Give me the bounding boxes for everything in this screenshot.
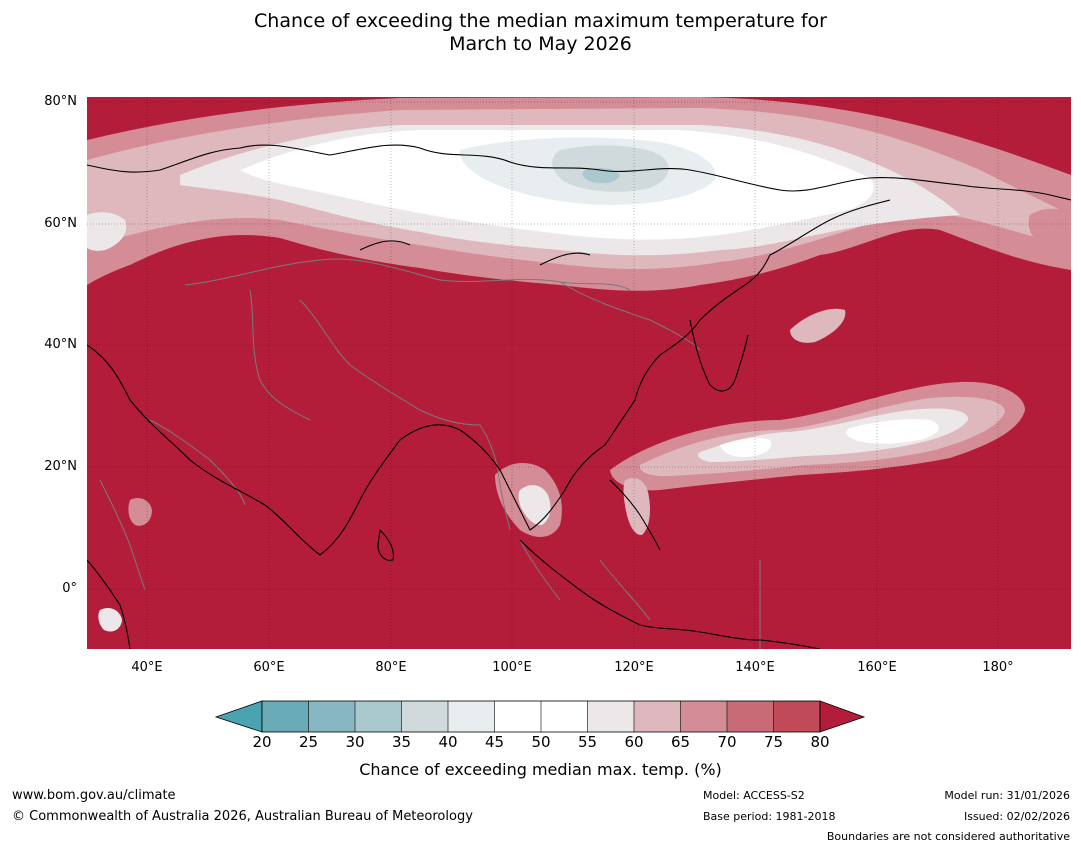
lat-label-0: 0° <box>62 581 77 596</box>
colorbar-tick-55: 55 <box>577 733 598 751</box>
colorbar-bin-45-50 <box>494 701 541 732</box>
website-link[interactable]: www.bom.gov.au/climate <box>12 788 176 803</box>
colorbar-bin-40-45 <box>448 701 495 732</box>
northern-band-30 <box>582 167 620 184</box>
lon-label-40e: 40°E <box>131 660 163 675</box>
country-boundaries <box>99 258 761 649</box>
pacific-band-50-b <box>720 437 772 458</box>
colorbar-bin-75-80 <box>773 701 820 732</box>
lon-label-160e: 160°E <box>857 660 897 675</box>
lat-label-20n: 20°N <box>44 459 77 474</box>
colorbar-low-extension <box>214 700 263 733</box>
map-title: Chance of exceeding the median maximum t… <box>0 10 1081 56</box>
colorbar-bin-55-60 <box>587 701 634 732</box>
lon-label-120e: 120°E <box>614 660 654 675</box>
colorbar-title: Chance of exceeding median max. temp. (%… <box>359 760 722 779</box>
colorbar-tick-40: 40 <box>438 733 458 751</box>
colorbar-tick-70: 70 <box>717 733 737 751</box>
colorbar-bin-35-40 <box>401 701 448 732</box>
pacific-band-50-a <box>846 419 939 444</box>
colorbar <box>214 700 866 733</box>
lat-label-40n: 40°N <box>44 337 77 352</box>
copyright-notice: © Commonwealth of Australia 2026, Austra… <box>12 809 473 824</box>
issued-date: Issued: 02/02/2026 <box>963 810 1070 823</box>
colorbar-bin-70-75 <box>727 701 774 732</box>
lat-label-80n: 80°N <box>44 94 77 109</box>
indochina-patch-55 <box>518 485 551 526</box>
lon-label-180: 180° <box>982 660 1014 675</box>
boundaries-disclaimer: Boundaries are not considered authoritat… <box>826 830 1070 843</box>
colorbar-tick-45: 45 <box>484 733 505 751</box>
model-run-date: Model run: 31/01/2026 <box>944 789 1070 802</box>
colorbar-bin-65-70 <box>680 701 727 732</box>
colorbar-tick-50: 50 <box>531 733 551 751</box>
title-line-2: March to May 2026 <box>449 33 632 55</box>
lat-label-60n: 60°N <box>44 216 77 231</box>
colorbar-tick-25: 25 <box>298 733 319 751</box>
colorbar-bin-30-35 <box>355 701 402 732</box>
lon-label-140e: 140°E <box>735 660 775 675</box>
colorbar-tick-35: 35 <box>391 733 412 751</box>
colorbar-tick-75: 75 <box>763 733 784 751</box>
pacific-north-patch <box>790 308 846 343</box>
base-period: Base period: 1981-2018 <box>703 810 836 823</box>
colorbar-high-extension <box>819 700 866 733</box>
colorbar-dividers <box>308 701 774 732</box>
lon-label-100e: 100°E <box>492 660 532 675</box>
colorbar-outline <box>261 700 821 733</box>
graticule <box>87 97 1071 649</box>
west-edge-patch <box>87 212 127 251</box>
colorbar-bin-60-65 <box>634 701 681 732</box>
map-area <box>87 97 1071 649</box>
lon-label-80e: 80°E <box>375 660 407 675</box>
colorbar-tick-65: 65 <box>670 733 691 751</box>
title-line-1: Chance of exceeding the median maximum t… <box>254 10 827 32</box>
lon-label-60e: 60°E <box>253 660 285 675</box>
northern-band-35 <box>552 145 669 192</box>
east-siberia-patch <box>1028 208 1071 251</box>
colorbar-bin-25-30 <box>308 701 355 732</box>
colorbar-tick-30: 30 <box>345 733 365 751</box>
east-africa-patch <box>98 608 122 632</box>
coastlines <box>87 144 1071 649</box>
arabia-patch <box>128 498 152 526</box>
colorbar-tick-20: 20 <box>252 733 272 751</box>
model-name: Model: ACCESS-S2 <box>703 789 805 802</box>
colorbar-bin-50-55 <box>541 701 588 732</box>
colorbar-tick-60: 60 <box>624 733 644 751</box>
colorbar-tick-80: 80 <box>810 733 830 751</box>
colorbar-bin-20-25 <box>262 701 309 732</box>
